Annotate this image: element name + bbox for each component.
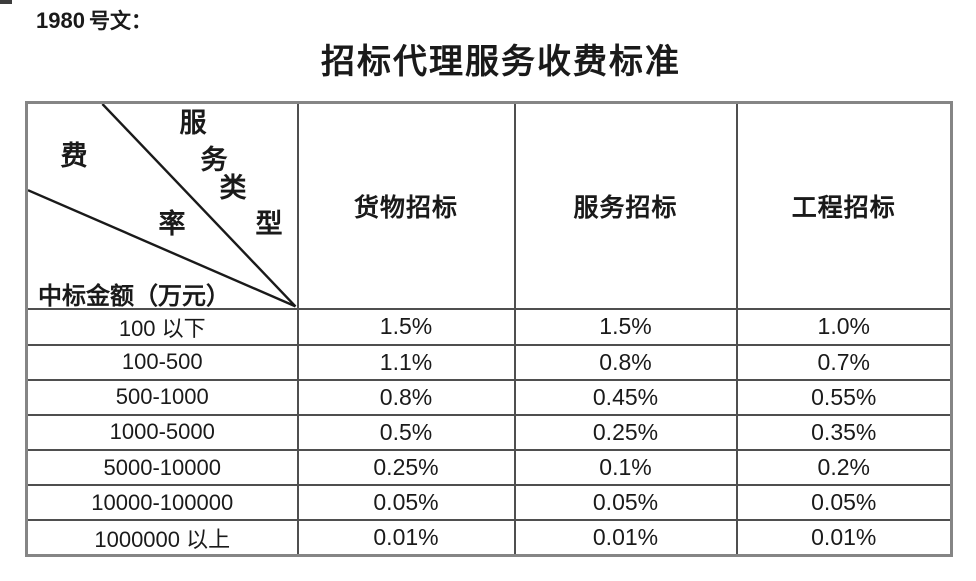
corner-axis-col-char: 型 [255, 209, 283, 239]
rate-cell-project: 0.01% [735, 519, 953, 557]
table-row: 100-500 1.1% 0.8% 0.7% [25, 343, 953, 381]
table-row: 500-1000 0.8% 0.45% 0.55% [25, 378, 953, 416]
rate-cell-service: 0.25% [513, 413, 738, 451]
rate-cell-project: 0.55% [735, 378, 953, 416]
corner-cell: 服 务 类 型 费 率 中标金额（万元） [25, 101, 299, 311]
corner-axis-col-char: 务 [200, 145, 228, 175]
rate-cell-project: 0.7% [735, 343, 953, 381]
corner-axis-fee-char: 率 [158, 209, 186, 239]
rate-cell-goods: 0.25% [296, 448, 516, 487]
doc-number: 1980 [36, 8, 85, 33]
corner-axis-col-char: 类 [219, 173, 247, 203]
rate-cell-goods: 0.8% [296, 378, 516, 416]
row-axis-label: 中标金额（万元） [38, 283, 230, 310]
doc-reference: 1980 号文： [36, 5, 152, 35]
column-header-service: 服务招标 [513, 101, 738, 311]
table-row: 1000000 以上 0.01% 0.01% 0.01% [25, 519, 953, 557]
corner-axis-fee-char: 费 [60, 141, 88, 171]
table-row: 10000-100000 0.05% 0.05% 0.05% [25, 484, 953, 522]
rate-cell-project: 0.05% [735, 484, 953, 522]
rate-cell-project: 0.35% [735, 413, 953, 451]
top-left-artifact [0, 0, 12, 4]
rate-cell-service: 0.1% [513, 448, 738, 487]
rate-cell-goods: 1.1% [296, 343, 516, 381]
rate-cell-service: 0.8% [513, 343, 738, 381]
rate-cell-goods: 0.5% [296, 413, 516, 451]
rate-cell-goods: 0.01% [296, 519, 516, 557]
column-header-project: 工程招标 [735, 101, 953, 311]
table-row: 1000-5000 0.5% 0.25% 0.35% [25, 413, 953, 451]
header-row: 服 务 类 型 费 率 中标金额（万元） 货物招标 服务招标 工程招标 [25, 101, 953, 311]
amount-cell: 10000-100000 [25, 484, 299, 522]
rate-cell-service: 1.5% [513, 308, 738, 346]
amount-cell: 500-1000 [25, 378, 299, 416]
rate-cell-project: 0.2% [735, 448, 953, 487]
rate-cell-service: 0.05% [513, 484, 738, 522]
rate-cell-goods: 1.5% [296, 308, 516, 346]
rate-cell-service: 0.45% [513, 378, 738, 416]
table-row: 100 以下 1.5% 1.5% 1.0% [25, 308, 953, 346]
amount-cell: 1000000 以上 [25, 519, 299, 557]
rate-cell-service: 0.01% [513, 519, 738, 557]
rate-cell-project: 1.0% [735, 308, 953, 346]
table-row: 5000-10000 0.25% 0.1% 0.2% [25, 448, 953, 487]
corner-axis-col-char: 服 [179, 108, 207, 138]
corner-cell-inner: 服 务 类 型 费 率 中标金额（万元） [28, 104, 297, 310]
amount-cell: 5000-10000 [25, 448, 299, 487]
amount-cell: 1000-5000 [25, 413, 299, 451]
amount-cell: 100 以下 [25, 308, 299, 346]
diagonal-divider-icon [28, 104, 297, 308]
column-header-goods: 货物招标 [296, 101, 516, 311]
rate-cell-goods: 0.05% [296, 484, 516, 522]
page-title: 招标代理服务收费标准 [321, 44, 681, 81]
amount-cell: 100-500 [25, 343, 299, 381]
doc-suffix: 号文： [88, 9, 152, 33]
fee-table: 服 务 类 型 费 率 中标金额（万元） 货物招标 服务招标 工程招标 100 … [25, 101, 953, 557]
